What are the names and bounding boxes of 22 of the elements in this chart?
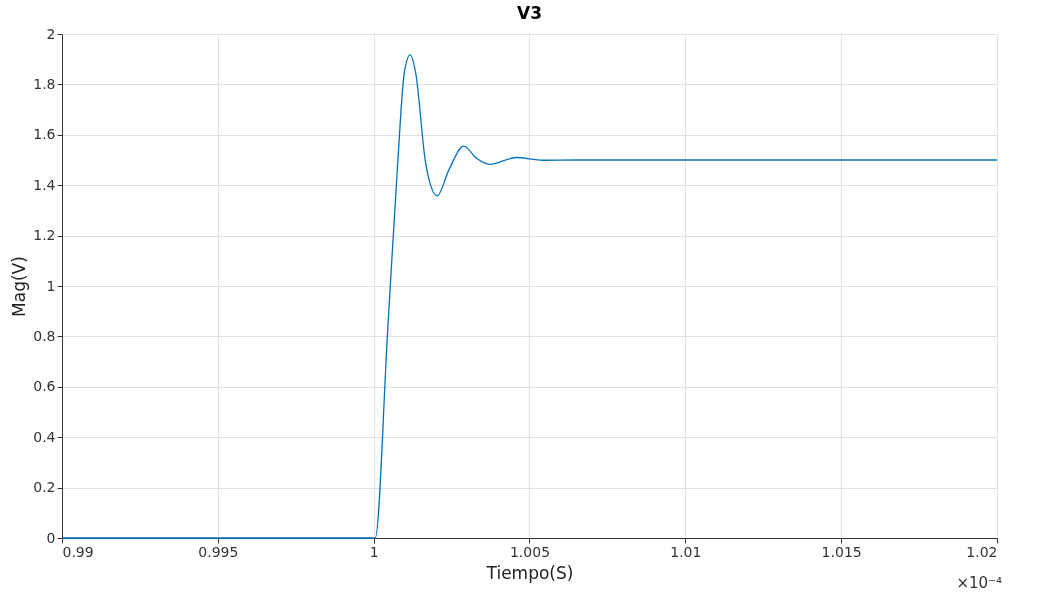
x-tick-label: 1.01 — [670, 543, 702, 560]
y-tick-label: 1 — [46, 277, 56, 294]
y-tick-label: 0.6 — [33, 378, 56, 395]
y-tick-label: 0.8 — [33, 327, 56, 344]
y-axis-title: Mag(V) — [9, 256, 30, 317]
chart-title: V3 — [517, 3, 542, 23]
y-tick-label: 0 — [46, 529, 56, 546]
x-tick-label: 1.02 — [966, 543, 998, 560]
y-tick-label: 1.8 — [33, 75, 56, 92]
x-tick-label: 1.015 — [821, 543, 862, 560]
y-tick-label: 0.2 — [33, 479, 56, 496]
text: ×10⁻⁴ — [956, 574, 1002, 592]
y-tick-label: 1.4 — [33, 176, 56, 193]
x-tick-label: 1 — [369, 543, 379, 560]
y-tick-label: 1.6 — [33, 126, 56, 143]
y-tick-label: 2 — [46, 25, 56, 42]
x-tick-label: 1.005 — [509, 543, 551, 560]
y-tick-label: 1.2 — [33, 227, 56, 244]
x-tick-label: 0.99 — [62, 543, 94, 560]
y-tick-label: 0.4 — [33, 428, 56, 445]
x-axis-title: Tiempo(S) — [485, 562, 574, 583]
x-tick-label: 0.995 — [198, 543, 239, 560]
